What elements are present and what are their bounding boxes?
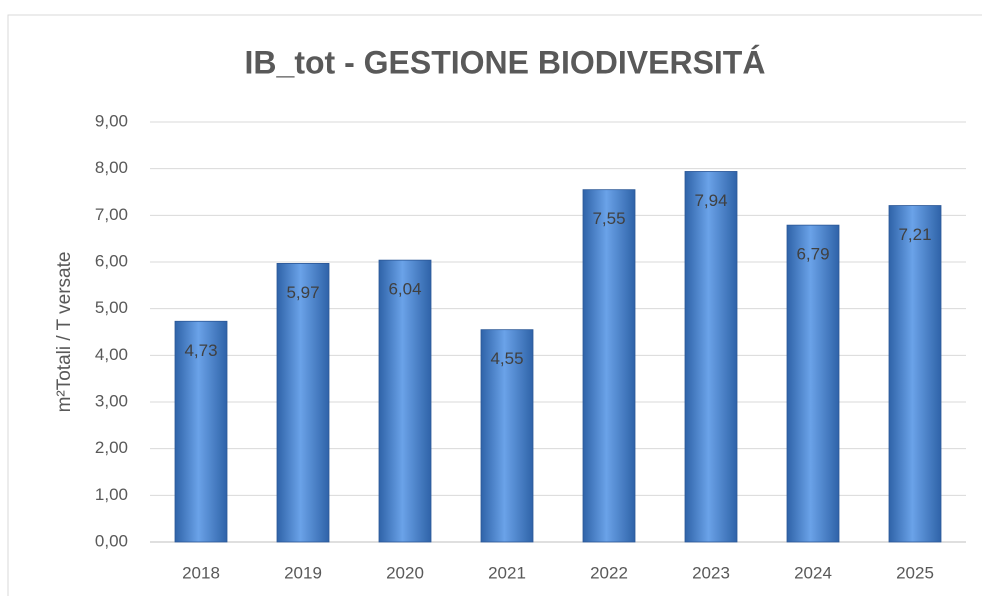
x-tick-label: 2021 (488, 563, 526, 582)
y-tick-label: 8,00 (95, 158, 128, 177)
value-label: 7,21 (898, 225, 931, 244)
y-tick-label: 2,00 (95, 438, 128, 457)
value-label: 5,97 (286, 283, 319, 302)
bar (174, 320, 228, 543)
value-label: 6,79 (796, 245, 829, 264)
value-label: 7,55 (592, 209, 625, 228)
x-tick-label: 2023 (692, 563, 730, 582)
y-tick-label: 9,00 (95, 111, 128, 130)
bar (480, 329, 534, 543)
x-tick-label: 2020 (386, 563, 424, 582)
y-axis-label: m²Totali / T versate (54, 252, 75, 413)
y-tick-label: 7,00 (95, 205, 128, 224)
x-tick-label: 2025 (896, 563, 934, 582)
x-tick-label: 2022 (590, 563, 628, 582)
x-tick-label: 2018 (182, 563, 220, 582)
y-tick-label: 1,00 (95, 485, 128, 504)
value-label: 4,55 (490, 349, 523, 368)
bar (684, 171, 738, 543)
bar (786, 224, 840, 543)
value-label: 6,04 (388, 280, 421, 299)
y-tick-label: 5,00 (95, 298, 128, 317)
bar (378, 259, 432, 543)
x-tick-label: 2024 (794, 563, 832, 582)
bar (582, 189, 636, 543)
y-tick-label: 3,00 (95, 391, 128, 410)
y-tick-label: 4,00 (95, 345, 128, 364)
value-label: 7,94 (694, 191, 727, 210)
chart-title: IB_tot - GESTIONE BIODIVERSITÁ (245, 44, 766, 80)
y-tick-label: 0,00 (95, 531, 128, 550)
chart-border (7, 14, 982, 596)
x-tick-label: 2019 (284, 563, 322, 582)
bar (276, 262, 330, 543)
bar (888, 205, 942, 543)
value-label: 4,73 (184, 341, 217, 360)
y-tick-label: 6,00 (95, 251, 128, 270)
